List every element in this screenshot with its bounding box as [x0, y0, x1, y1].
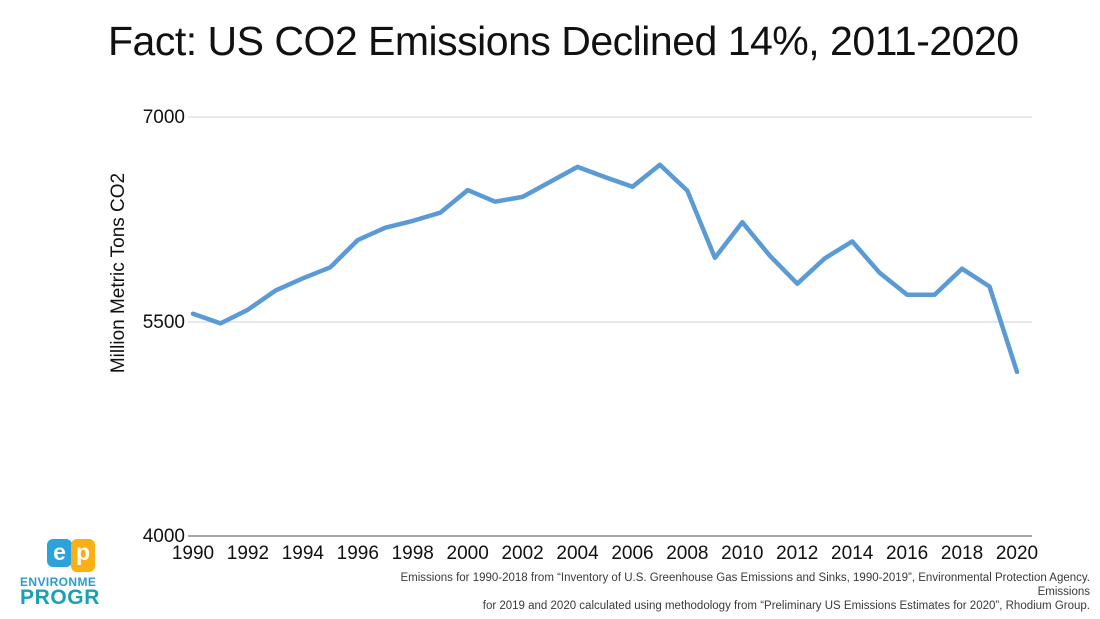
x-tick-label: 2016 — [886, 543, 928, 564]
y-tick-label: 7000 — [143, 107, 185, 128]
y-tick-label: 5500 — [143, 312, 185, 333]
x-tick-label: 1998 — [392, 543, 434, 564]
x-tick-label: 2012 — [776, 543, 818, 564]
logo-text-line1: ENVIRONME — [20, 575, 97, 589]
x-tick-label: 1990 — [172, 543, 214, 564]
x-tick-label: 1996 — [337, 543, 379, 564]
x-tick-label: 1992 — [227, 543, 269, 564]
logo-e-icon: e — [47, 539, 72, 567]
source-note: Emissions for 1990-2018 from “Inventory … — [350, 571, 1091, 613]
x-tick-label: 2020 — [996, 543, 1038, 564]
logo-text-line2: PROGR — [20, 586, 100, 609]
x-tick-label: 2010 — [721, 543, 763, 564]
y-tick-label: 4000 — [143, 526, 185, 547]
emissions-line — [190, 162, 1020, 375]
x-tick-label: 2002 — [501, 543, 543, 564]
x-tick-label: 2008 — [666, 543, 708, 564]
logo-e-letter: e — [53, 539, 66, 565]
x-tick-label: 1994 — [282, 543, 325, 564]
logo-p-letter: p — [75, 539, 91, 565]
environmental-progress-logo: e p ENVIRONME PROGR — [0, 534, 100, 614]
logo-p-icon: p — [71, 539, 95, 572]
x-tick-label: 2018 — [941, 543, 983, 564]
x-tick-label: 2000 — [447, 543, 489, 564]
source-note-line: for 2019 and 2020 calculated using metho… — [482, 600, 1090, 612]
x-tick-label: 2004 — [556, 543, 599, 564]
x-tick-label: 2006 — [611, 543, 653, 564]
chart-title: Fact: US CO2 Emissions Declined 14%, 201… — [108, 18, 1019, 64]
x-tick-label: 2014 — [831, 543, 874, 564]
source-note-line: Emissions for 1990-2018 from “Inventory … — [400, 572, 1091, 598]
